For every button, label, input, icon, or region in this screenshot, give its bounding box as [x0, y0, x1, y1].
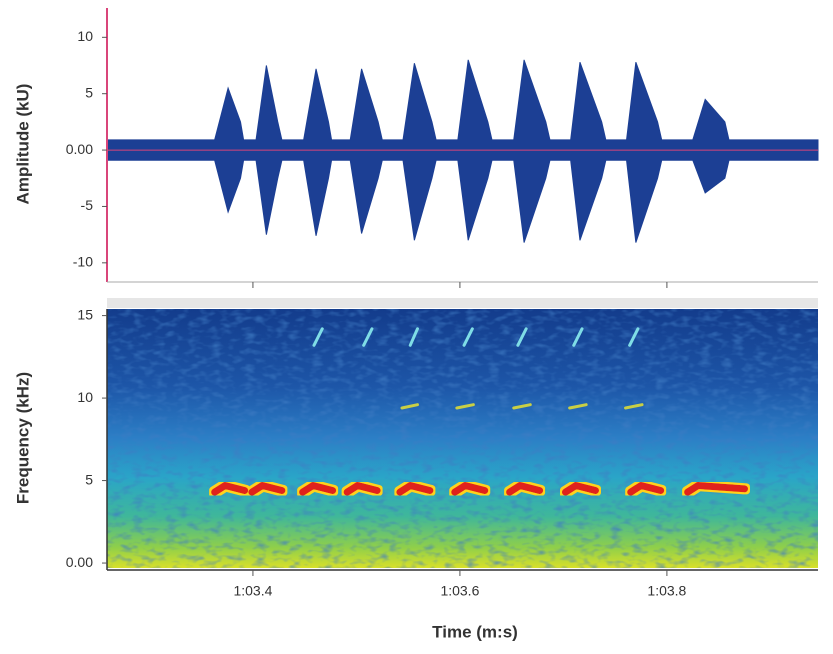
- waveform-area: [106, 59, 819, 151]
- y-tick-label: 10: [77, 28, 93, 44]
- y-tick-label: -10: [73, 254, 93, 270]
- y-tick-label: 0.00: [66, 141, 93, 157]
- syllable-trace: [312, 327, 640, 347]
- x-axis-title: Time (m:s): [432, 622, 518, 641]
- y-tick-label: -5: [81, 197, 94, 213]
- y-tick-label: 15: [77, 306, 93, 322]
- spectrogram-noise: [107, 309, 818, 568]
- syllable-trace: [211, 482, 749, 496]
- y-tick-label: 10: [77, 389, 93, 405]
- syllable-trace: [400, 403, 644, 410]
- y-axis-title: Amplitude (kU): [13, 84, 32, 205]
- panel-separator: [107, 298, 818, 308]
- waveform-area: [106, 149, 819, 243]
- y-axis-title: Frequency (kHz): [13, 372, 32, 504]
- x-tick-label: 1:03.8: [647, 583, 686, 599]
- x-tick-label: 1:03.4: [233, 583, 272, 599]
- y-tick-label: 0.00: [66, 554, 93, 570]
- y-tick-label: 5: [85, 471, 93, 487]
- x-tick-label: 1:03.6: [440, 583, 479, 599]
- y-tick-label: 5: [85, 84, 93, 100]
